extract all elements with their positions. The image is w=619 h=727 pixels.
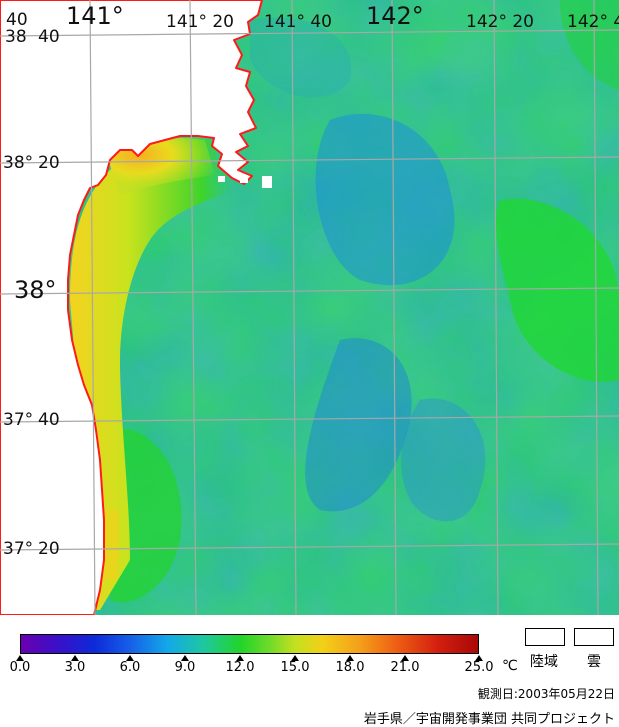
tick-label: 18.0 [335, 660, 365, 675]
tick-mark [401, 655, 409, 661]
tick-label: 15.0 [280, 660, 310, 675]
credit-line: 岩手県／宇宙開発事業団 共同プロジェクト [363, 712, 615, 727]
tick-label: 9.0 [174, 660, 196, 675]
lon-label-141: 141° [66, 2, 124, 30]
tick-mark [291, 655, 299, 661]
tick-mark [346, 655, 354, 661]
land [0, 0, 263, 615]
cloud-swatch [574, 628, 614, 646]
lat-label-38: 38° [14, 276, 57, 304]
cool-patch-3 [401, 398, 486, 522]
cloud-label: 雲 [587, 654, 601, 670]
lon-label-141-20: 141° 20 [166, 12, 234, 32]
tick-label: 21.0 [390, 660, 420, 675]
land-swatch [525, 628, 565, 646]
tick-label: 6.0 [119, 660, 141, 675]
cool-patch-4 [250, 17, 352, 98]
tick-mark [71, 655, 79, 661]
observation-date: 観測日:2003年05月22日 [477, 687, 615, 701]
cool-patch-1 [315, 113, 455, 286]
temperature-color-bar [20, 634, 479, 654]
lat-label-37-20-deg: 37° [3, 539, 34, 559]
lat-label-37-40-min: 40 [38, 410, 60, 430]
lon-label-141-40: 141° 40 [264, 12, 332, 32]
unit-label: ℃ [502, 658, 518, 674]
graticule [0, 0, 619, 615]
tick-label: 3.0 [64, 660, 86, 675]
coastal-warm-band [70, 138, 235, 610]
tick-mark [126, 655, 134, 661]
coastal-yellow-strip [104, 510, 118, 580]
land-label: 陸域 [530, 654, 558, 670]
lat-label-38-40-prefix: 40 [6, 10, 28, 30]
lat-label-37-20-min: 20 [38, 539, 60, 559]
lat-label-37-40-deg: 37° [3, 410, 34, 430]
island-1 [240, 175, 248, 183]
lat-label-38-40-min: 40 [38, 27, 60, 47]
lat-label-38-40-deg: 38 [5, 27, 27, 47]
bay-warm [105, 138, 215, 195]
lat-label-38-20-min: 20 [38, 153, 60, 173]
cool-patch-2 [305, 338, 412, 512]
green-patch-east [495, 198, 619, 382]
tick-mark [16, 655, 24, 661]
tick-mark [475, 655, 483, 661]
island-3 [218, 176, 225, 182]
island-2 [262, 176, 272, 188]
tick-label: 25.0 [464, 660, 494, 675]
lon-label-142-20: 142° 20 [466, 12, 534, 32]
tick-mark [236, 655, 244, 661]
lon-label-142-40: 142° 4 [567, 12, 619, 32]
tick-label: 12.0 [225, 660, 255, 675]
tick-mark [181, 655, 189, 661]
lat-label-38-20-deg: 38° [3, 153, 34, 173]
green-patch-northeast [560, 0, 619, 90]
lon-label-142: 142° [366, 2, 424, 30]
sea-surface-temperature-map [0, 0, 619, 615]
tick-label: 0.0 [9, 660, 31, 675]
